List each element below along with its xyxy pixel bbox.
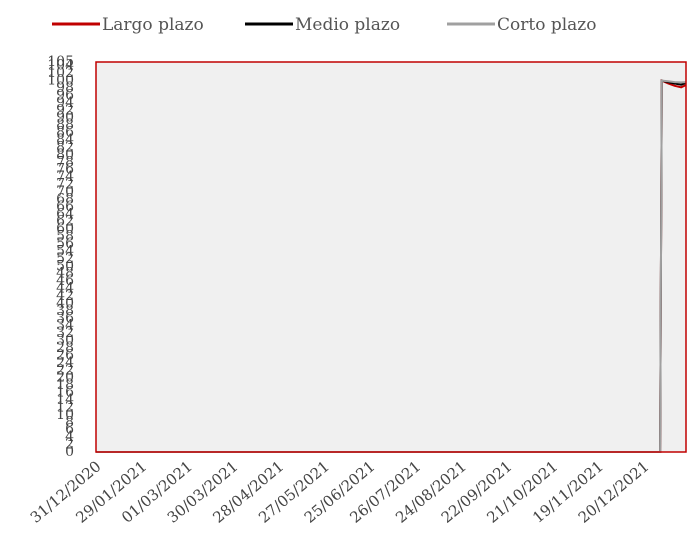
legend-label: Corto plazo xyxy=(497,15,597,35)
legend-item: Corto plazo xyxy=(447,15,597,35)
legend-label: Medio plazo xyxy=(295,15,400,35)
y-tick-label: 88 xyxy=(56,117,74,133)
legend-label: Largo plazo xyxy=(102,15,204,35)
plot-border xyxy=(95,61,687,453)
y-tick-label: 102 xyxy=(47,65,74,81)
y-tick-label: 100 xyxy=(47,73,74,89)
y-tick-label: 30 xyxy=(56,333,74,349)
y-tick-label: 4 xyxy=(65,429,74,445)
y-tick-label: 64 xyxy=(56,206,74,222)
y-tick-label: 52 xyxy=(56,251,74,267)
y-axis: 0246810121416182022242628303234363840424… xyxy=(47,54,74,460)
y-tick-label: 104 xyxy=(47,58,74,74)
y-tick-label: 18 xyxy=(56,377,74,393)
y-tick-label: 34 xyxy=(56,318,74,334)
y-tick-label: 8 xyxy=(65,414,74,430)
y-tick-label: 62 xyxy=(56,214,74,230)
y-tick-label: 36 xyxy=(56,310,74,326)
y-tick-label: 42 xyxy=(56,288,74,304)
y-tick-label: 0 xyxy=(65,444,74,460)
y-tick-label: 72 xyxy=(56,177,74,193)
x-axis: 31/12/202029/01/202101/03/202130/03/2021… xyxy=(27,457,653,526)
y-tick-label: 14 xyxy=(56,392,74,408)
y-tick-label: 94 xyxy=(56,95,74,111)
y-tick-label: 86 xyxy=(56,125,74,141)
y-tick-label: 60 xyxy=(56,221,74,237)
y-tick-label: 96 xyxy=(56,87,74,103)
y-tick-label: 6 xyxy=(65,422,74,438)
y-tick-label: 24 xyxy=(56,355,74,371)
y-tick-label: 10 xyxy=(56,407,74,423)
y-tick-label: 84 xyxy=(56,132,74,148)
y-tick-label: 38 xyxy=(56,303,74,319)
y-tick-label: 16 xyxy=(56,385,74,401)
y-tick-label: 22 xyxy=(56,362,74,378)
y-tick-label: 78 xyxy=(56,154,74,170)
y-tick-label: 98 xyxy=(56,80,74,96)
y-tick-label: 58 xyxy=(56,229,74,245)
y-tick-label: 76 xyxy=(56,162,74,178)
legend: Largo plazo Medio plazo Corto plazo xyxy=(52,15,597,35)
y-tick-label: 80 xyxy=(56,147,74,163)
y-tick-label: 74 xyxy=(56,169,74,185)
y-tick-label: 44 xyxy=(56,281,74,297)
legend-item: Largo plazo xyxy=(52,15,204,35)
y-tick-label: 70 xyxy=(56,184,74,200)
y-tick-label: 56 xyxy=(56,236,74,252)
y-tick-label: 105 xyxy=(47,54,74,70)
y-tick-label: 48 xyxy=(56,266,74,282)
y-tick-label: 66 xyxy=(56,199,74,215)
y-tick-label: 46 xyxy=(56,273,74,289)
y-tick-label: 92 xyxy=(56,102,74,118)
y-tick-label: 32 xyxy=(56,325,74,341)
y-tick-label: 82 xyxy=(56,139,74,155)
y-tick-label: 40 xyxy=(56,295,74,311)
plot-area xyxy=(96,62,686,452)
y-tick-label: 2 xyxy=(65,437,74,453)
y-tick-label: 54 xyxy=(56,243,74,259)
legend-item: Medio plazo xyxy=(245,15,400,35)
y-tick-label: 12 xyxy=(56,399,74,415)
y-tick-label: 28 xyxy=(56,340,74,356)
y-tick-label: 68 xyxy=(56,191,74,207)
y-tick-label: 26 xyxy=(56,347,74,363)
y-tick-label: 90 xyxy=(56,110,74,126)
y-tick-label: 50 xyxy=(56,258,74,274)
y-tick-label: 20 xyxy=(56,370,74,386)
